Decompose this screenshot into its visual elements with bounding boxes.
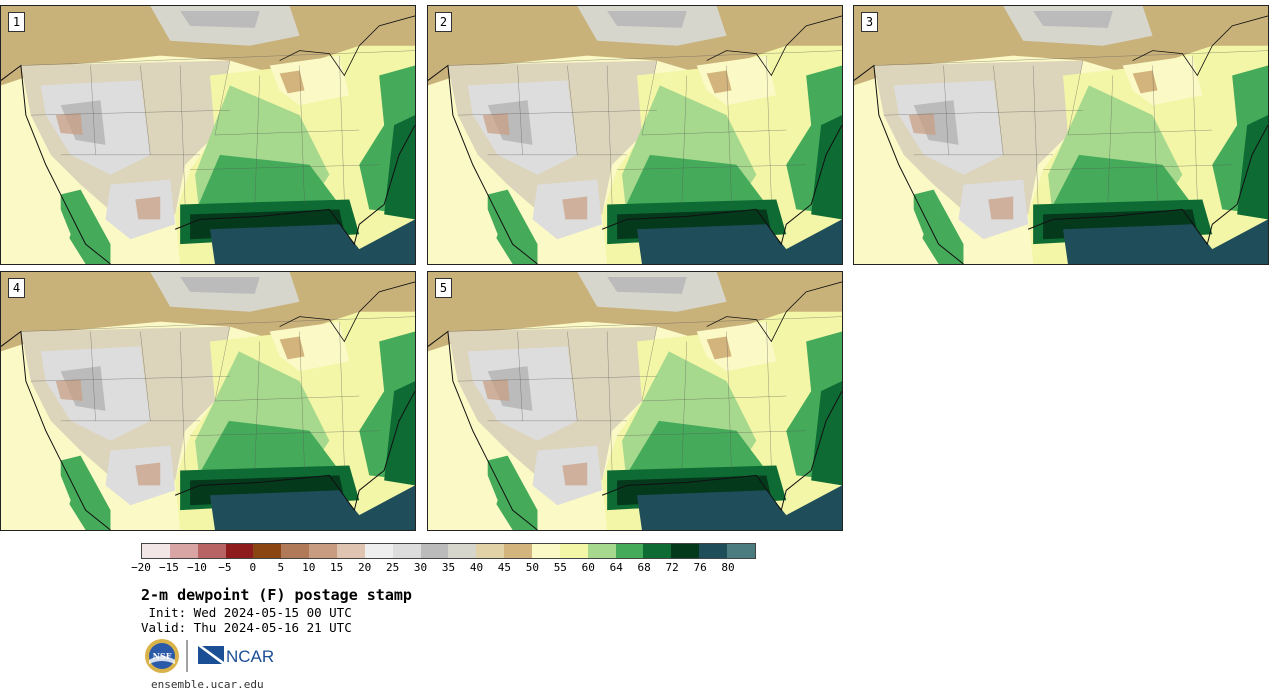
- colorbar-tick-label: 76: [693, 561, 707, 574]
- init-time: Init: Wed 2024-05-15 00 UTC: [141, 605, 352, 620]
- stamp-panel-1: 1: [0, 5, 416, 265]
- stamp-panel-3: 3: [853, 5, 1269, 265]
- ncar-logo-icon: NCAR: [198, 646, 274, 666]
- valid-time: Valid: Thu 2024-05-16 21 UTC: [141, 620, 352, 635]
- member-label: 2: [435, 12, 452, 32]
- colorbar-tick-label: 40: [469, 561, 484, 574]
- colorbar-swatch: [142, 544, 170, 558]
- colorbar-swatch: [699, 544, 728, 558]
- dewpoint-map: [428, 272, 842, 530]
- colorbar-tick-label: 25: [385, 561, 400, 574]
- stamp-panel-4: 4: [0, 271, 416, 531]
- colorbar-tick-label: 15: [330, 561, 344, 574]
- colorbar-swatch: [337, 544, 365, 558]
- colorbar-swatch: [559, 544, 588, 558]
- colorbar-swatch: [364, 544, 393, 558]
- colorbar-tick-label: 55: [553, 561, 567, 574]
- colorbar-swatch: [643, 544, 672, 558]
- member-label: 5: [435, 278, 452, 298]
- colorbar-swatch: [420, 544, 449, 558]
- logos: NSF NCAR: [144, 638, 284, 674]
- colorbar-ticks: −20 −15 −10 −5 0 5 10 15 20 25 30 35 40 45 50 55 60 64 68 7…: [131, 561, 756, 575]
- colorbar-tick-label: 50: [525, 561, 539, 574]
- dewpoint-map: [1, 272, 415, 530]
- colorbar-tick-label: 64: [609, 561, 623, 574]
- colorbar-swatch: [197, 544, 226, 558]
- colorbar-tick-label: 10: [302, 561, 316, 574]
- colorbar-tick-label: 72: [665, 561, 679, 574]
- colorbar-swatch: [309, 544, 338, 558]
- colorbar-swatch: [281, 544, 310, 558]
- colorbar-swatch: [225, 544, 254, 558]
- ncar-text: NCAR: [226, 647, 274, 666]
- colorbar-tick-label: 20: [358, 561, 372, 574]
- colorbar-swatch: [532, 544, 560, 558]
- colorbar-swatch: [392, 544, 421, 558]
- colorbar-swatch: [169, 544, 198, 558]
- colorbar-swatch: [587, 544, 616, 558]
- stamp-panel-2: 2: [427, 5, 843, 265]
- colorbar-swatch: [253, 544, 282, 558]
- nsf-logo-icon: NSF: [145, 639, 179, 673]
- page-title: 2-m dewpoint (F) postage stamp: [141, 586, 412, 604]
- colorbar-swatch: [448, 544, 477, 558]
- colorbar-swatch: [727, 544, 755, 558]
- member-label: 4: [8, 278, 25, 298]
- colorbar-swatch: [476, 544, 505, 558]
- colorbar-swatch: [615, 544, 644, 558]
- colorbar-tick-label: 35: [441, 561, 456, 574]
- colorbar-tick-label: 45: [497, 561, 512, 574]
- colorbar-tick-label: −15: [159, 561, 179, 574]
- colorbar-swatch: [671, 544, 700, 558]
- colorbar-tick-label: −20: [131, 561, 151, 574]
- colorbar-tick-label: 80: [721, 561, 735, 574]
- dewpoint-map: [428, 6, 842, 264]
- nsf-text: NSF: [153, 651, 172, 661]
- colorbar-tick-label: 0: [249, 561, 257, 574]
- colorbar-tick-label: 5: [277, 561, 285, 574]
- dewpoint-map: [1, 6, 415, 264]
- dewpoint-map: [854, 6, 1268, 264]
- colorbar-tick-label: 68: [637, 561, 651, 574]
- colorbar-swatch: [504, 544, 533, 558]
- member-label: 1: [8, 12, 25, 32]
- site-url: ensemble.ucar.edu: [151, 678, 264, 691]
- member-label: 3: [861, 12, 878, 32]
- colorbar-tick-label: 30: [413, 561, 428, 574]
- colorbar-tick-label: −5: [218, 561, 232, 574]
- colorbar: [141, 543, 756, 559]
- colorbar-tick-label: 60: [581, 561, 595, 574]
- stamp-panel-5: 5: [427, 271, 843, 531]
- colorbar-tick-label: −10: [186, 561, 207, 574]
